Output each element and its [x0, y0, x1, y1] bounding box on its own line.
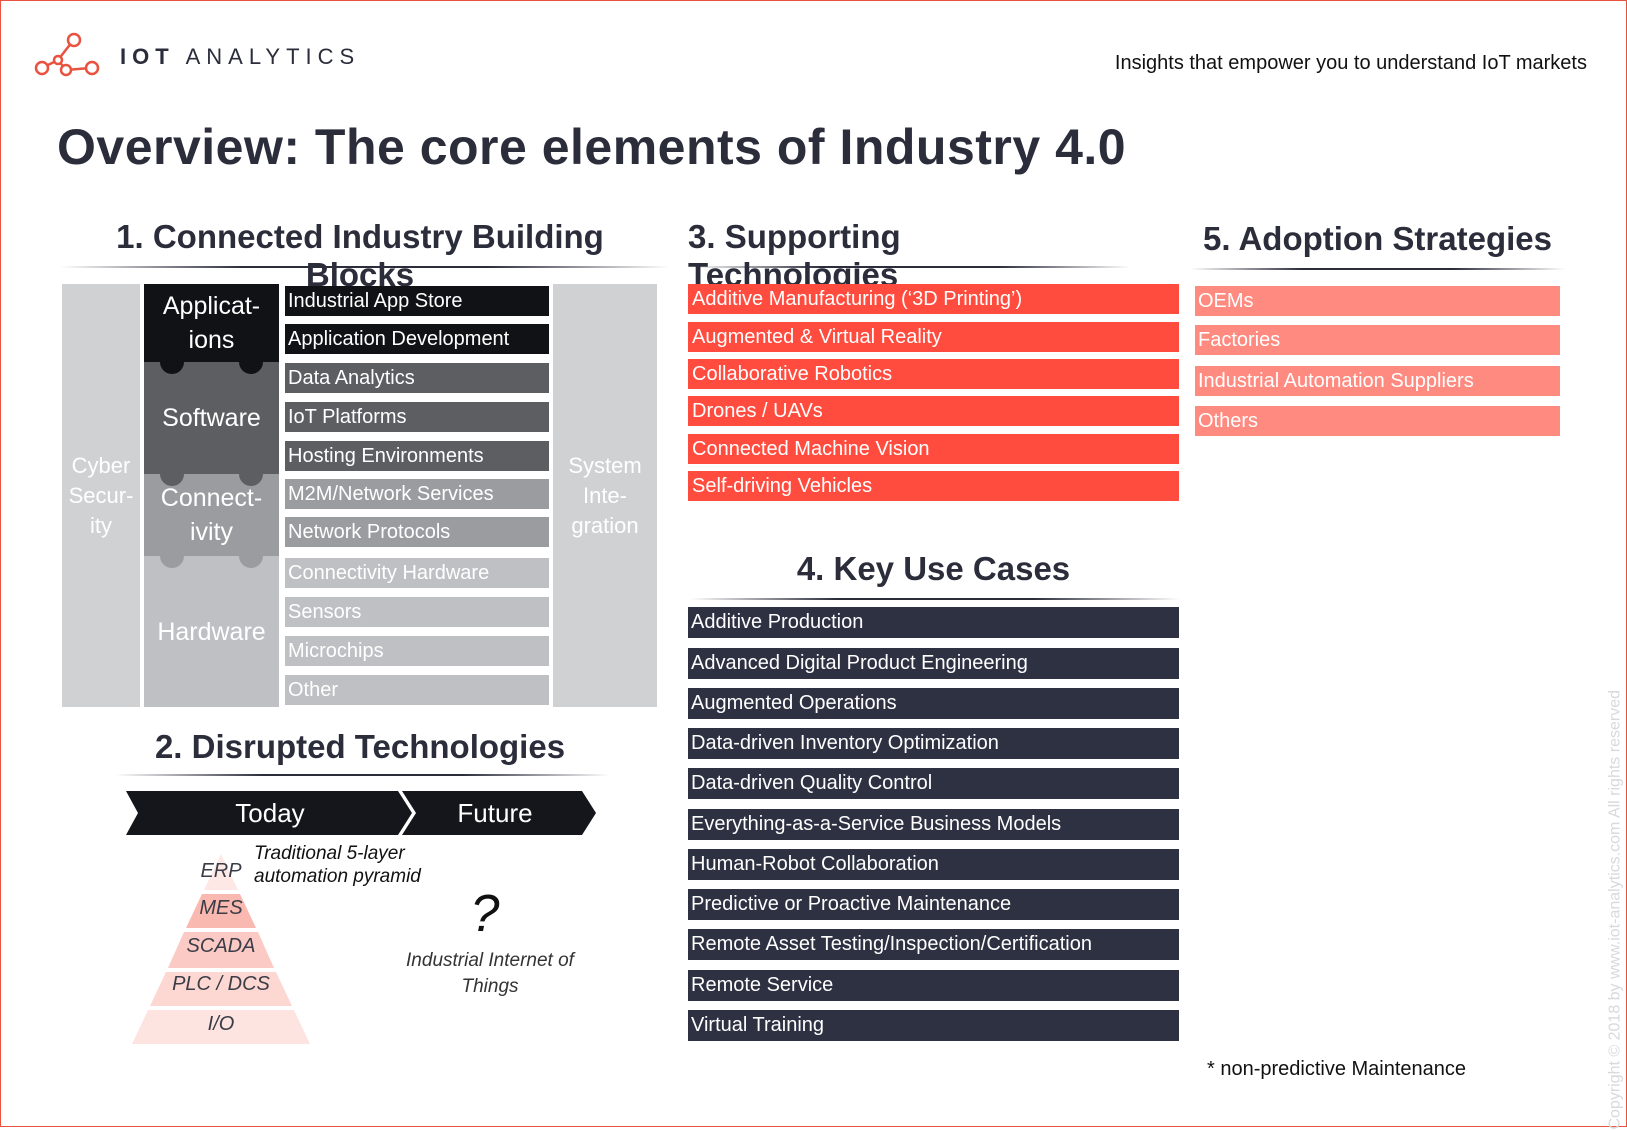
use-case-item: Human-Robot Collaboration [688, 849, 1179, 880]
support-item: Connected Machine Vision [688, 434, 1179, 464]
block-m2m-network-services: M2M/Network Services [285, 479, 549, 509]
section-5-underline [1190, 268, 1565, 270]
adoption-item: Others [1195, 406, 1560, 436]
system-integration-pillar: System Inte- gration [553, 284, 657, 707]
pyramid-erp: ERP [200, 860, 242, 882]
use-case-item: Everything-as-a-Service Business Models [688, 809, 1179, 840]
support-item: Augmented & Virtual Reality [688, 322, 1179, 352]
cyber-security-pillar: Cyber Secur- ity [62, 284, 140, 707]
use-case-item: Advanced Digital Product Engineering [688, 648, 1179, 679]
adoption-item: OEMs [1195, 286, 1560, 316]
block-industrial-app-store: Industrial App Store [285, 286, 549, 316]
section-3-heading: 3. Supporting Technologies [688, 218, 901, 293]
puzzle-connectors [160, 352, 263, 568]
block-hosting-environments: Hosting Environments [285, 441, 549, 471]
section-2-underline [115, 774, 610, 776]
divider-software-connectivity [285, 475, 549, 477]
pyramid-caption: Traditional 5-layer automation pyramid [254, 843, 421, 887]
pyramid-mes: MES [199, 897, 243, 919]
support-item: Collaborative Robotics [688, 359, 1179, 389]
block-sensors: Sensors [285, 597, 549, 627]
brand-light: ANALYTICS [185, 44, 361, 69]
block-iot-platforms: IoT Platforms [285, 402, 549, 432]
pyramid-plc-dcs: PLC / DCS [172, 973, 270, 995]
timeline-arrows [126, 791, 596, 835]
support-item: Additive Manufacturing (‘3D Printing’) [688, 284, 1179, 314]
section-1-heading: 1. Connected Industry Building Blocks [116, 218, 604, 293]
use-case-item: Additive Production [688, 607, 1179, 638]
use-case-item: Remote Service [688, 970, 1179, 1001]
iot-analytics-logo-icon [34, 32, 100, 77]
section-5-heading: 5. Adoption Strategies [1203, 220, 1552, 257]
block-other: Other [285, 675, 549, 705]
footnote: * non-predictive Maintenance [1207, 1058, 1467, 1080]
use-case-item: Augmented Operations [688, 688, 1179, 719]
adoption-item: Factories [1195, 325, 1560, 355]
block-data-analytics: Data Analytics [285, 363, 549, 393]
brand-strong: IOT [120, 44, 175, 69]
pyramid-io: I/O [207, 1013, 235, 1035]
copyright-notice: Copyright © 2018 by www.iot-analytics.co… [1607, 690, 1624, 1130]
block-network-protocols: Network Protocols [285, 517, 549, 547]
question-mark: ? [470, 885, 500, 943]
section-1-underline [60, 266, 670, 268]
use-case-item: Remote Asset Testing/Inspection/Certific… [688, 929, 1179, 960]
section-4-underline [690, 598, 1180, 600]
divider-connectivity-hardware [285, 554, 549, 556]
brand-name: IOT ANALYTICS [120, 44, 360, 70]
use-case-item: Data-driven Quality Control [688, 768, 1179, 799]
tagline: Insights that empower you to understand … [1114, 52, 1587, 74]
automation-pyramid [132, 854, 310, 1044]
layer-connectivity: Connect- ivity [144, 474, 279, 556]
use-case-item: Predictive or Proactive Maintenance [688, 889, 1179, 920]
layer-hardware: Hardware [144, 556, 279, 707]
future-label: Future [457, 798, 533, 828]
divider-apps-software [285, 359, 549, 361]
layer-applications: Applicat- ions [144, 284, 279, 362]
layer-software: Software [144, 362, 279, 474]
support-item: Drones / UAVs [688, 396, 1179, 426]
use-case-item: Data-driven Inventory Optimization [688, 728, 1179, 759]
pyramid-scada: SCADA [186, 935, 256, 957]
page-title: Overview: The core elements of Industry … [57, 119, 1127, 175]
block-application-development: Application Development [285, 324, 549, 354]
adoption-item: Industrial Automation Suppliers [1195, 366, 1560, 396]
today-label: Today [235, 798, 305, 828]
support-item: Self-driving Vehicles [688, 471, 1179, 501]
use-case-item: Virtual Training [688, 1010, 1179, 1041]
section-2-heading: 2. Disrupted Technologies [154, 728, 566, 765]
block-connectivity-hardware: Connectivity Hardware [285, 558, 549, 588]
iiot-label: Industrial Internet of Things [406, 950, 574, 997]
section-3-underline [690, 266, 1130, 268]
section-4-heading: 4. Key Use Cases [796, 550, 1071, 587]
block-microchips: Microchips [285, 636, 549, 666]
